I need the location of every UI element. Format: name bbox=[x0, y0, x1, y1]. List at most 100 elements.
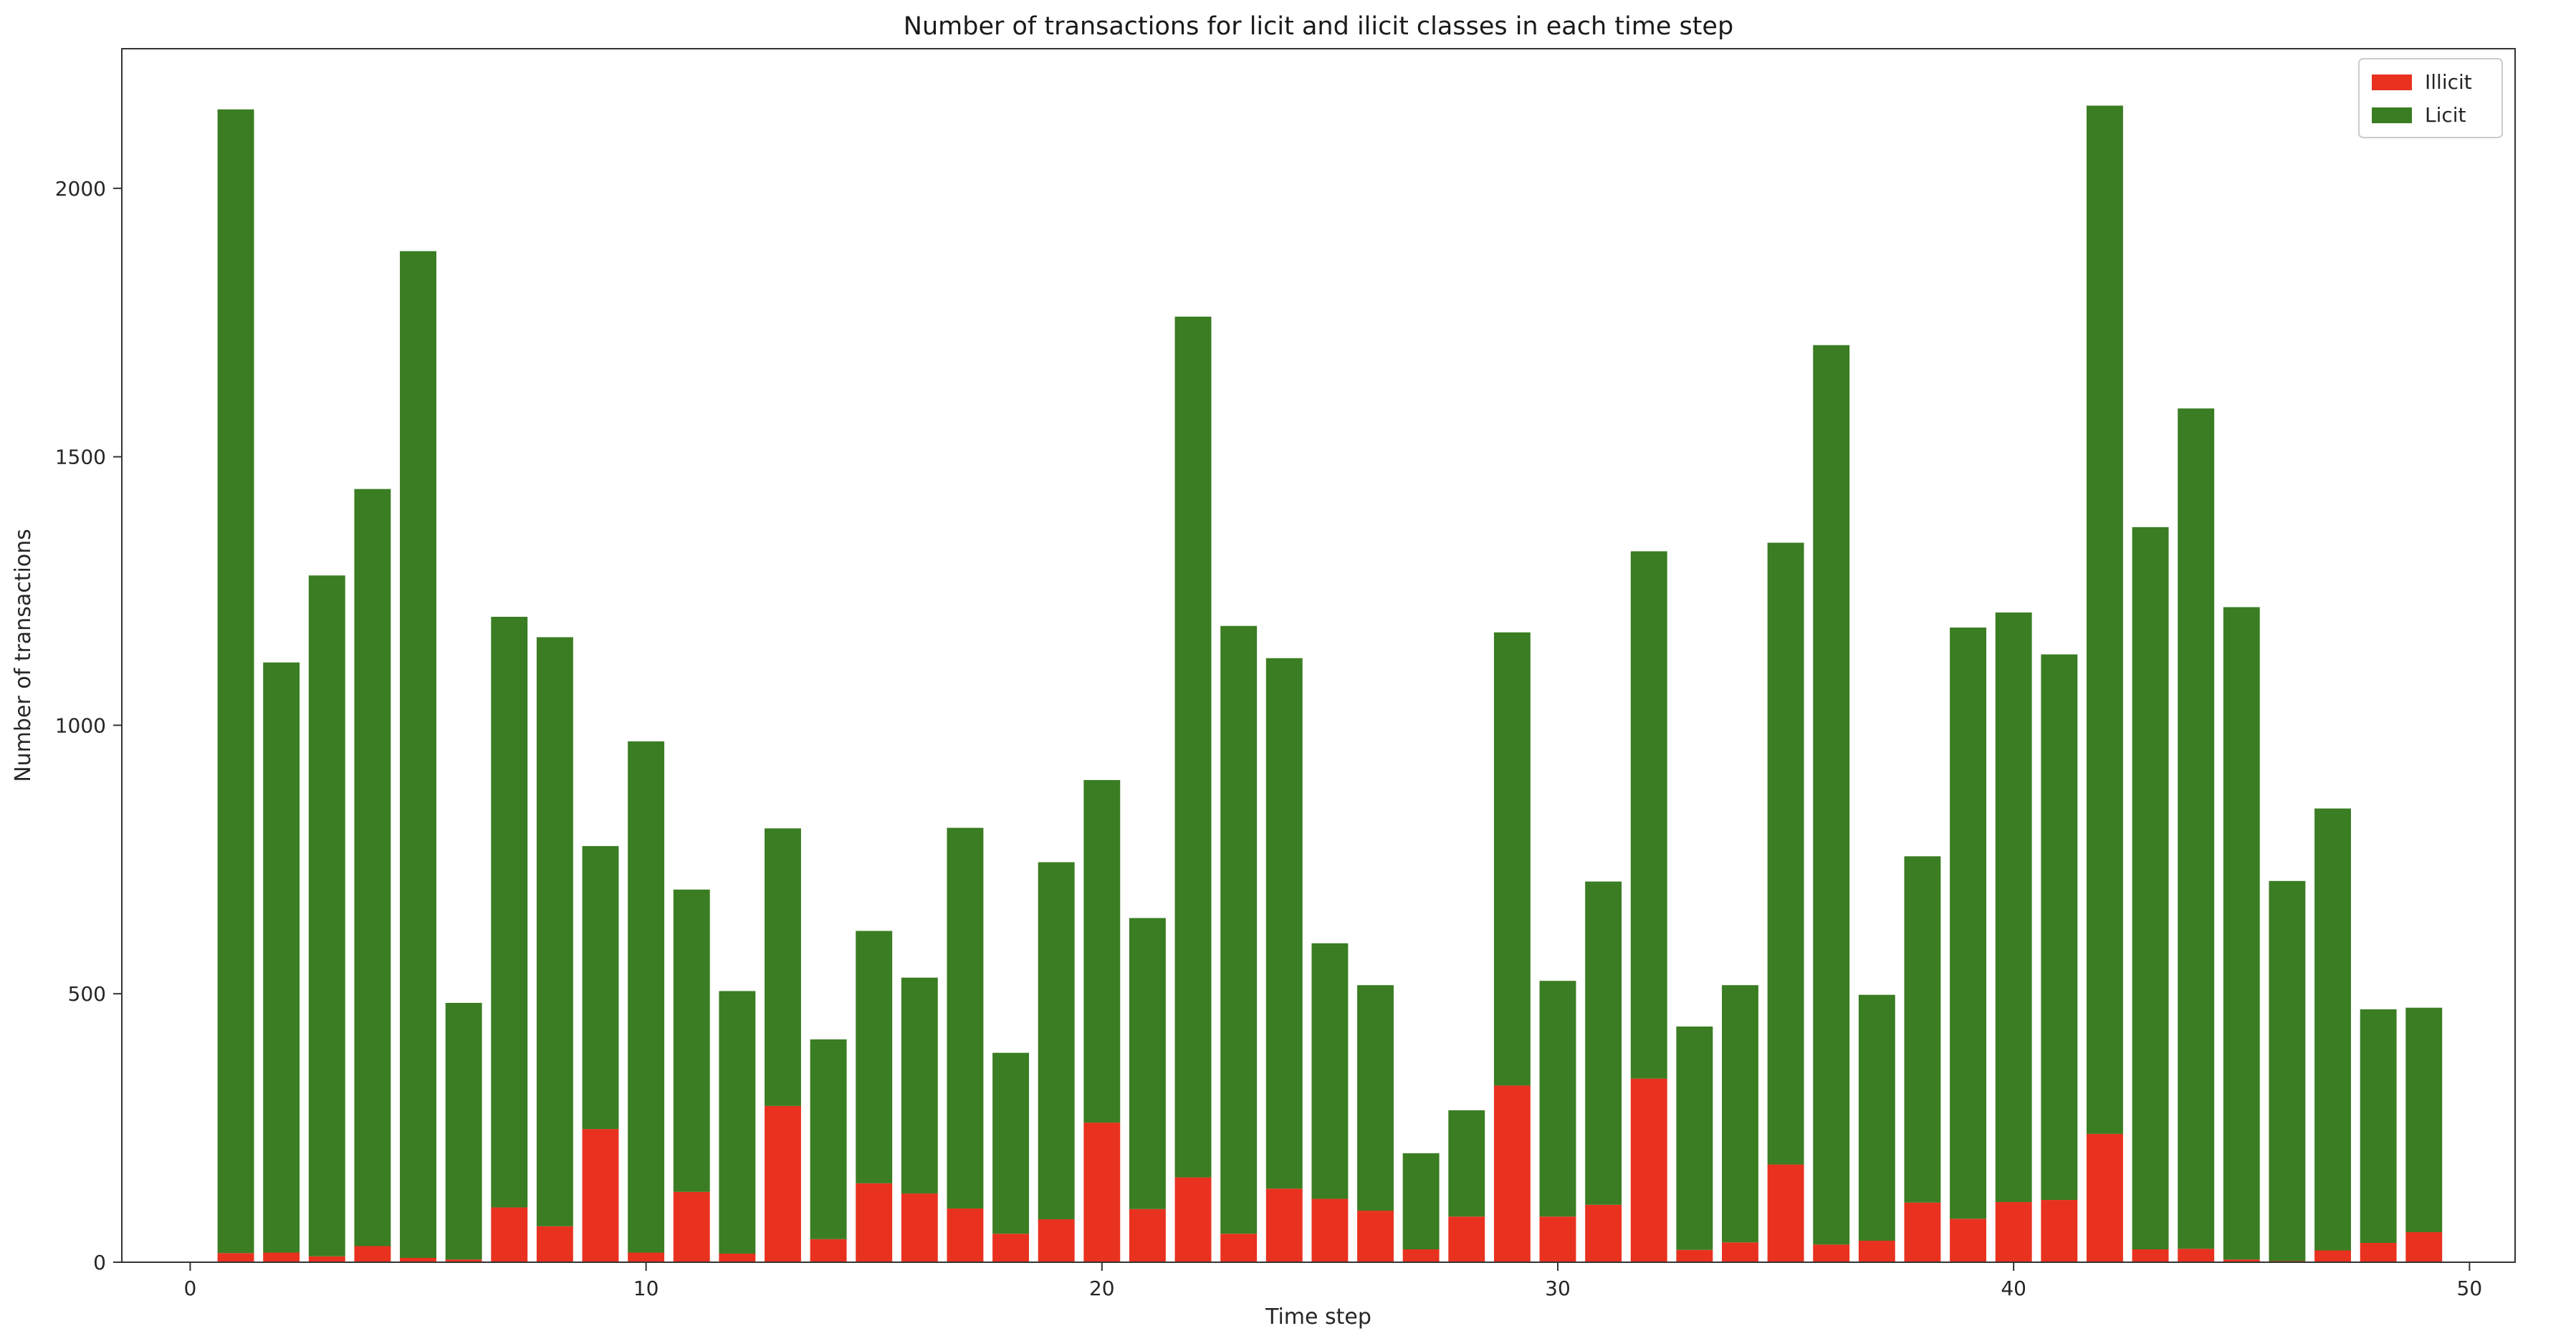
y-tick-label: 1000 bbox=[55, 713, 106, 737]
bar-licit-30 bbox=[1539, 981, 1576, 1217]
legend-label-illicit: Illicit bbox=[2425, 70, 2472, 94]
bar-licit-42 bbox=[2086, 105, 2123, 1134]
bar-illicit-29 bbox=[1493, 1085, 1531, 1262]
bar-licit-44 bbox=[2178, 408, 2215, 1249]
bar-licit-11 bbox=[673, 889, 710, 1192]
y-axis-ticks: 0 500 1000 1500 2000 bbox=[55, 177, 122, 1274]
bar-illicit-44 bbox=[2178, 1249, 2215, 1262]
x-tick-label: 50 bbox=[2457, 1277, 2483, 1300]
bar-illicit-25 bbox=[1311, 1198, 1349, 1262]
y-tick-label: 0 bbox=[93, 1251, 106, 1274]
bar-licit-35 bbox=[1767, 542, 1804, 1165]
legend: Illicit Licit bbox=[2358, 58, 2503, 138]
plot-area-frame bbox=[121, 48, 2516, 1263]
bar-licit-12 bbox=[719, 991, 756, 1254]
bar-illicit-32 bbox=[1630, 1078, 1667, 1262]
bar-illicit-39 bbox=[1950, 1219, 1987, 1262]
bar-licit-17 bbox=[947, 827, 984, 1209]
bar-illicit-15 bbox=[856, 1183, 893, 1262]
bar-illicit-14 bbox=[810, 1239, 847, 1262]
bar-licit-43 bbox=[2132, 527, 2169, 1250]
bar-licit-8 bbox=[536, 637, 573, 1226]
bar-illicit-4 bbox=[354, 1246, 391, 1262]
bar-licit-22 bbox=[1174, 317, 1212, 1178]
bar-illicit-34 bbox=[1722, 1242, 1758, 1262]
bar-licit-47 bbox=[2314, 808, 2351, 1251]
bar-licit-15 bbox=[856, 931, 893, 1183]
bar-illicit-41 bbox=[2041, 1200, 2078, 1262]
bar-illicit-26 bbox=[1357, 1211, 1394, 1262]
bar-illicit-13 bbox=[765, 1105, 801, 1262]
bar-illicit-33 bbox=[1676, 1249, 1713, 1262]
x-tick-label: 40 bbox=[2001, 1277, 2026, 1300]
bar-illicit-5 bbox=[400, 1258, 436, 1262]
bar-licit-14 bbox=[810, 1039, 847, 1239]
bar-illicit-18 bbox=[992, 1234, 1030, 1262]
bar-licit-18 bbox=[992, 1052, 1030, 1234]
bar-illicit-9 bbox=[582, 1129, 619, 1262]
bar-illicit-16 bbox=[901, 1193, 938, 1262]
bar-licit-16 bbox=[901, 977, 938, 1194]
bar-illicit-1 bbox=[217, 1253, 254, 1262]
y-tick-label: 2000 bbox=[55, 177, 106, 201]
bar-licit-34 bbox=[1722, 985, 1758, 1243]
x-tick-label: 0 bbox=[184, 1277, 197, 1300]
bar-illicit-35 bbox=[1767, 1164, 1804, 1262]
bar-illicit-36 bbox=[1813, 1244, 1850, 1262]
bar-illicit-40 bbox=[1995, 1202, 2032, 1262]
y-tick-label: 500 bbox=[68, 982, 106, 1006]
bar-licit-5 bbox=[400, 251, 436, 1259]
bar-illicit-48 bbox=[2360, 1243, 2397, 1262]
bar-illicit-23 bbox=[1220, 1234, 1258, 1262]
chart-title: Number of transactions for licit and ili… bbox=[904, 12, 1733, 41]
bar-illicit-6 bbox=[445, 1259, 482, 1262]
bar-licit-4 bbox=[354, 489, 391, 1246]
bar-illicit-27 bbox=[1402, 1249, 1440, 1262]
bar-licit-33 bbox=[1676, 1026, 1713, 1250]
bar-licit-36 bbox=[1813, 345, 1850, 1245]
bar-licit-46 bbox=[2269, 880, 2306, 1261]
bar-licit-27 bbox=[1402, 1153, 1440, 1250]
bar-licit-6 bbox=[445, 1002, 482, 1260]
bar-illicit-19 bbox=[1038, 1219, 1075, 1262]
x-tick-label: 20 bbox=[1089, 1277, 1115, 1300]
bar-licit-41 bbox=[2041, 654, 2078, 1201]
bar-illicit-24 bbox=[1265, 1188, 1303, 1262]
bar-licit-29 bbox=[1493, 632, 1531, 1086]
legend-label-licit: Licit bbox=[2425, 103, 2466, 127]
bar-licit-28 bbox=[1448, 1110, 1485, 1217]
bar-licit-45 bbox=[2223, 607, 2260, 1260]
bar-licit-10 bbox=[628, 741, 665, 1253]
bar-licit-24 bbox=[1265, 658, 1303, 1189]
x-tick-label: 10 bbox=[633, 1277, 659, 1300]
bar-illicit-31 bbox=[1585, 1204, 1622, 1262]
bar-illicit-30 bbox=[1539, 1216, 1576, 1262]
bar-licit-20 bbox=[1083, 779, 1121, 1123]
bar-licit-32 bbox=[1630, 551, 1667, 1079]
bar-illicit-3 bbox=[308, 1256, 345, 1262]
bar-licit-26 bbox=[1357, 985, 1394, 1211]
bar-illicit-38 bbox=[1904, 1202, 1941, 1262]
bar-illicit-47 bbox=[2314, 1250, 2351, 1262]
bar-licit-39 bbox=[1950, 628, 1987, 1219]
bar-licit-25 bbox=[1311, 943, 1349, 1199]
bar-licit-13 bbox=[765, 828, 801, 1106]
bar-licit-23 bbox=[1220, 625, 1258, 1234]
legend-swatch-licit bbox=[2372, 107, 2412, 123]
bar-licit-48 bbox=[2360, 1009, 2397, 1244]
bar-illicit-20 bbox=[1083, 1123, 1121, 1262]
bar-illicit-21 bbox=[1129, 1208, 1166, 1262]
bar-illicit-12 bbox=[719, 1254, 756, 1262]
bar-illicit-49 bbox=[2405, 1232, 2443, 1262]
bar-illicit-45 bbox=[2223, 1259, 2260, 1262]
legend-swatch-illicit bbox=[2372, 75, 2412, 90]
bar-licit-19 bbox=[1038, 862, 1075, 1220]
bar-illicit-22 bbox=[1174, 1177, 1212, 1262]
bar-licit-40 bbox=[1995, 612, 2032, 1203]
y-axis-label: Number of transactions bbox=[11, 529, 36, 782]
illicit-bars bbox=[217, 1078, 2443, 1262]
bar-licit-7 bbox=[491, 617, 528, 1208]
bar-licit-9 bbox=[582, 846, 619, 1130]
bar-illicit-10 bbox=[628, 1252, 665, 1262]
